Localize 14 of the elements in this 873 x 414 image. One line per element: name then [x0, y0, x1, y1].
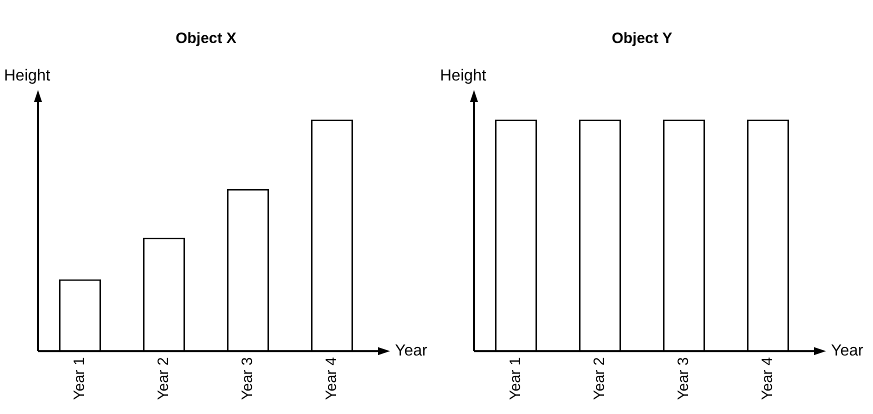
- x-tick-label: Year 3: [239, 357, 256, 400]
- y-axis-title: Height: [4, 67, 51, 84]
- x-tick-label: Year 2: [155, 357, 172, 400]
- x-axis-title: Year: [395, 342, 428, 360]
- y-axis-title: Height: [440, 67, 487, 84]
- x-tick-label: Year 4: [759, 357, 776, 400]
- chart-title: Object Y: [612, 30, 672, 48]
- x-axis-title: Year: [831, 342, 864, 360]
- x-tick-label: Year 1: [71, 357, 88, 400]
- x-tick-label: Year 3: [675, 357, 692, 400]
- x-tick-label: Year 2: [591, 357, 608, 400]
- x-tick-label: Year 1: [507, 357, 524, 400]
- x-tick-label: Year 4: [323, 357, 340, 400]
- chart-title: Object X: [176, 30, 236, 48]
